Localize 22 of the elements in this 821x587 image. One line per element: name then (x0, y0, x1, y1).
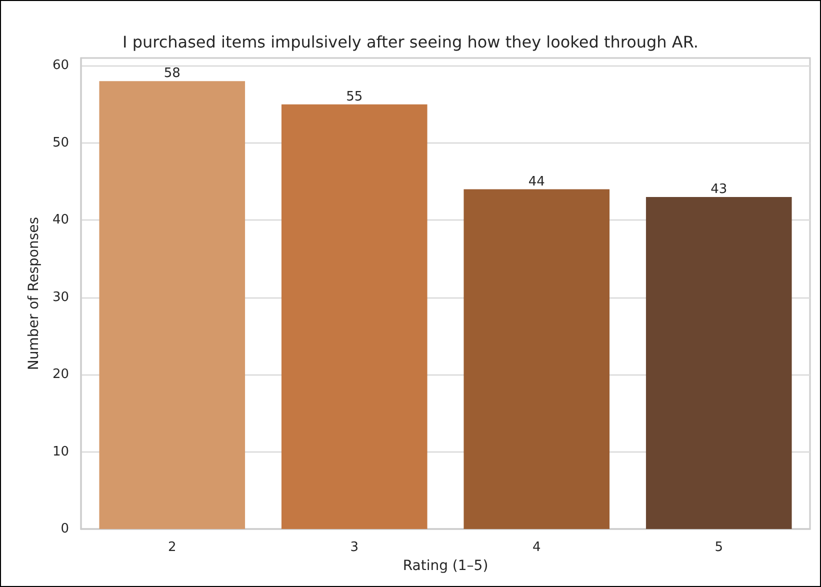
x-tick-label: 5 (714, 540, 724, 555)
data-label: 55 (346, 89, 363, 104)
bar (99, 81, 246, 529)
data-label: 43 (710, 182, 728, 197)
x-tick-label: 4 (532, 540, 541, 555)
y-tick-label: 20 (52, 367, 69, 382)
y-tick-label: 0 (60, 522, 69, 536)
y-tick-label: 50 (52, 135, 69, 150)
y-axis-title: Number of Responses (26, 216, 42, 370)
x-tick-label: 3 (350, 540, 359, 555)
bar (646, 196, 792, 529)
bar (464, 189, 610, 529)
data-label: 58 (164, 66, 180, 82)
y-tick-label: 30 (52, 290, 69, 305)
y-tick-label: 10 (52, 444, 69, 460)
y-tick-label: 60 (52, 58, 69, 74)
x-tick-label: 2 (168, 540, 176, 555)
x-axis-title: Rating (1–5) (402, 558, 488, 574)
y-tick-label: 40 (52, 212, 69, 228)
chart-title: I purchased items impulsively after seeing how they looked through AR. (122, 32, 698, 52)
data-label: 44 (528, 174, 545, 190)
bar (281, 104, 428, 529)
